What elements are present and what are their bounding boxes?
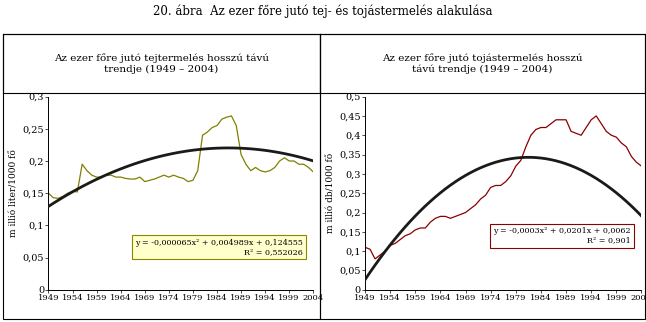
Text: y = -0,0003x² + 0,0201x + 0,0062
R² = 0,901: y = -0,0003x² + 0,0201x + 0,0062 R² = 0,…	[493, 227, 630, 244]
Text: Az ezer főre jutó tejtermelés hosszú távú
trendje (1949 – 2004): Az ezer főre jutó tejtermelés hosszú táv…	[54, 53, 269, 74]
Y-axis label: m illió liter/1000 fő: m illió liter/1000 fő	[10, 149, 19, 237]
Text: y = -0,000065x² + 0,004989x + 0,124555
R² = 0,552026: y = -0,000065x² + 0,004989x + 0,124555 R…	[135, 239, 303, 256]
Text: 20. ábra  Az ezer főre jutó tej- és tojástermelés alakulása: 20. ábra Az ezer főre jutó tej- és tojás…	[153, 5, 493, 18]
Text: Az ezer főre jutó tojástermelés hosszú
távú trendje (1949 – 2004): Az ezer főre jutó tojástermelés hosszú t…	[382, 53, 583, 74]
Y-axis label: m illió db/1000 fő: m illió db/1000 fő	[326, 153, 335, 233]
